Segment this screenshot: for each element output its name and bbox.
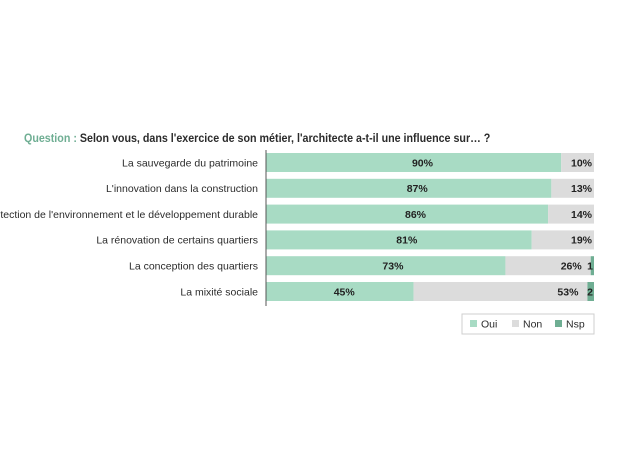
data-label-non: 14% xyxy=(571,209,593,221)
bar-non xyxy=(531,230,594,250)
category-label: La protection de l'environnement et le d… xyxy=(0,209,258,221)
legend-label: Oui xyxy=(481,319,497,331)
question-label: Question : xyxy=(24,133,77,145)
data-label-oui: 45% xyxy=(334,286,356,298)
bar-oui xyxy=(266,282,414,301)
bar-non xyxy=(561,153,594,172)
legend-swatch xyxy=(555,320,562,327)
data-label-non: 26% xyxy=(561,261,583,273)
legend-label: Nsp xyxy=(566,319,585,331)
legend-swatch xyxy=(470,320,477,327)
category-label: La conception des quartiers xyxy=(129,261,258,273)
data-label-oui: 87% xyxy=(407,183,429,195)
data-label-oui: 90% xyxy=(412,157,434,169)
bar-oui xyxy=(266,256,506,276)
legend-box xyxy=(461,313,595,335)
bar-non xyxy=(551,178,594,198)
data-label-non: 10% xyxy=(571,157,593,169)
category-label: La sauvegarde du patrimoine xyxy=(122,157,258,169)
category-label: La mixité sociale xyxy=(180,286,258,298)
bar-oui xyxy=(266,153,562,172)
bar-oui xyxy=(266,178,552,198)
question: Question : Selon vous, dans l'exercice d… xyxy=(24,133,490,145)
bar-non xyxy=(505,256,591,276)
bar-oui xyxy=(266,230,532,250)
data-label-oui: 73% xyxy=(382,261,404,273)
category-label: L'innovation dans la construction xyxy=(106,183,258,195)
legend-label: Non xyxy=(523,319,542,331)
data-label-non: 53% xyxy=(557,286,579,298)
data-label-nsp: 1 xyxy=(587,261,593,273)
category-label: La rénovation de certains quartiers xyxy=(96,235,258,247)
legend-swatch xyxy=(512,320,519,327)
bar-nsp xyxy=(587,282,594,301)
bar-nsp xyxy=(590,256,594,276)
question-text: Selon vous, dans l'exercice de son métie… xyxy=(79,133,491,145)
bar-non xyxy=(413,282,588,301)
data-label-nsp: 2 xyxy=(587,286,593,298)
data-label-oui: 86% xyxy=(405,209,427,221)
bar-non xyxy=(548,204,594,224)
bar-oui xyxy=(266,204,549,224)
data-label-non: 19% xyxy=(571,235,593,247)
data-label-oui: 81% xyxy=(396,235,418,247)
data-label-non: 13% xyxy=(571,183,593,195)
